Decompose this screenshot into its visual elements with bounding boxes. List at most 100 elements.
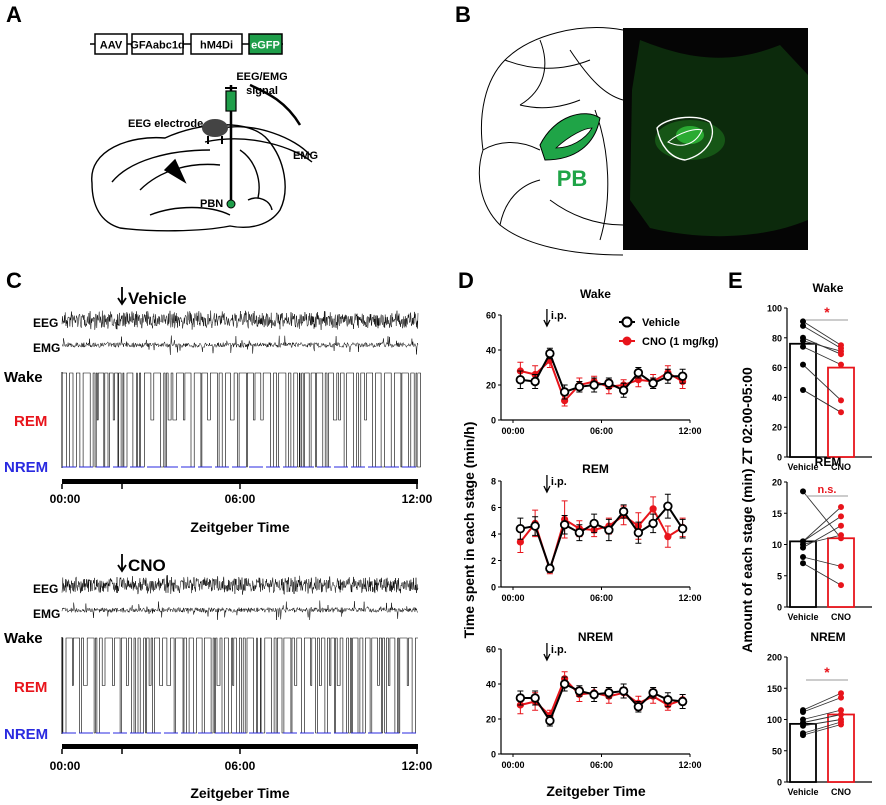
pair-line	[802, 364, 842, 401]
bar-cno	[827, 713, 855, 783]
category-label: Vehicle	[787, 612, 818, 622]
injection-label: i.p.	[551, 644, 567, 656]
cno-wake-label: Wake	[4, 630, 43, 647]
vehicle-hypnogram	[62, 372, 421, 468]
construct-aav: AAV	[100, 40, 123, 52]
point-cno	[838, 504, 844, 510]
data-point-vehicle	[515, 524, 526, 534]
pair-line	[802, 506, 842, 542]
panel-d-wake-chart: Wake 0 20 40 60 00:00 06:00 12:00 i.p.	[486, 287, 702, 436]
y-tick-label: 0	[491, 416, 496, 426]
vehicle-tick-6: 06:00	[225, 492, 256, 506]
data-point-vehicle	[545, 348, 555, 359]
panel-label-d: D	[458, 268, 474, 293]
label-signal: signal	[246, 85, 278, 97]
pair-line	[802, 697, 842, 713]
pair-line	[802, 556, 842, 567]
cannula-icon	[225, 85, 237, 209]
trace-line	[61, 600, 419, 621]
condition-vehicle: Vehicle EEG EMG Wake REM NREM 00:00 06:0…	[4, 287, 433, 535]
cno-hypnogram	[62, 637, 418, 734]
trace-line	[61, 335, 419, 355]
y-tick-label: 20	[772, 478, 782, 488]
y-tick-label: 60	[772, 363, 782, 373]
data-point-vehicle	[604, 378, 614, 388]
trace-line	[61, 575, 419, 595]
point-cno	[838, 694, 844, 701]
bar-cno	[827, 537, 855, 608]
point-cno	[838, 532, 844, 539]
data-point-vehicle	[633, 527, 644, 538]
data-point-vehicle	[545, 563, 555, 574]
x-tick-label: 12:00	[678, 760, 701, 770]
construct-diagram: AAV GFAabc1d hM4Di eGFP	[90, 33, 283, 55]
x-tick-label: 06:00	[590, 760, 613, 770]
vehicle-emg-trace	[61, 335, 419, 355]
x-tick-label: 12:00	[678, 426, 701, 436]
cno-tick-6: 06:00	[225, 759, 256, 773]
panel-e-wake-chart: Wake 0 20 40 60 80 100 Vehicle CNO *	[767, 281, 872, 472]
point-cno	[838, 582, 844, 589]
panel-d-legend: Vehicle CNO (1 mg/kg)	[619, 316, 719, 348]
point-cno	[838, 721, 844, 728]
y-tick-label: 20	[486, 715, 496, 725]
mouse-brain-schematic	[91, 83, 313, 232]
data-point-vehicle	[589, 689, 599, 700]
data-point-vehicle	[648, 518, 658, 529]
x-tick-label: 00:00	[501, 426, 524, 436]
cno-eeg-trace	[61, 575, 419, 595]
y-tick-label: 150	[767, 684, 782, 694]
point-vehicle	[800, 709, 806, 715]
construct-hm4di: hM4Di	[200, 40, 233, 52]
x-tick-label: 00:00	[501, 760, 524, 770]
x-tick-label: 12:00	[678, 593, 701, 603]
data-point-vehicle	[515, 693, 526, 703]
data-point-vehicle	[589, 518, 599, 529]
data-point-vehicle	[530, 693, 540, 703]
point-vehicle	[800, 337, 806, 344]
pair-line	[802, 719, 842, 727]
y-tick-label: 0	[777, 603, 782, 613]
category-label: CNO	[831, 462, 851, 472]
vehicle-eeg-label: EEG	[33, 316, 58, 330]
data-point-vehicle	[677, 524, 688, 534]
point-cno	[838, 707, 844, 714]
point-vehicle	[800, 386, 806, 393]
cno-tick-12: 12:00	[402, 759, 433, 773]
chart-title: REM	[815, 455, 842, 469]
label-eeg-electrode: EEG electrode	[128, 118, 203, 130]
y-tick-label: 100	[767, 304, 782, 314]
hypnogram-line	[62, 637, 418, 734]
cno-emg-label: EMG	[33, 607, 60, 621]
y-tick-label: 60	[486, 311, 496, 321]
hypnogram-line	[62, 372, 421, 468]
data-point-vehicle	[559, 679, 570, 689]
brain-section-atlas	[478, 27, 624, 256]
point-vehicle	[800, 554, 806, 560]
category-label: Vehicle	[787, 787, 818, 797]
arrow-down-icon	[117, 554, 127, 573]
eeg-electrode-icon	[202, 119, 228, 144]
legend-cno: CNO (1 mg/kg)	[642, 336, 719, 348]
series-line-vehicle	[520, 682, 683, 723]
y-tick-label: 40	[772, 393, 782, 403]
point-cno	[838, 522, 844, 529]
panel-label-c: C	[6, 268, 22, 293]
pair-line	[802, 491, 842, 539]
pair-line	[802, 724, 842, 736]
point-cno	[838, 348, 844, 355]
injection-label: i.p.	[551, 310, 567, 322]
y-tick-label: 40	[486, 680, 496, 690]
y-tick-label: 0	[491, 750, 496, 760]
y-tick-label: 2	[491, 556, 496, 566]
x-tick-label: 06:00	[590, 593, 613, 603]
y-tick-label: 80	[772, 333, 782, 343]
data-point-vehicle	[618, 686, 629, 696]
point-cno	[838, 711, 844, 718]
significance-label: n.s.	[818, 484, 837, 496]
category-label: CNO	[831, 612, 851, 622]
significance-label: *	[824, 664, 830, 680]
y-tick-label: 20	[772, 423, 782, 433]
point-vehicle	[800, 361, 806, 368]
y-tick-label: 6	[491, 503, 496, 513]
